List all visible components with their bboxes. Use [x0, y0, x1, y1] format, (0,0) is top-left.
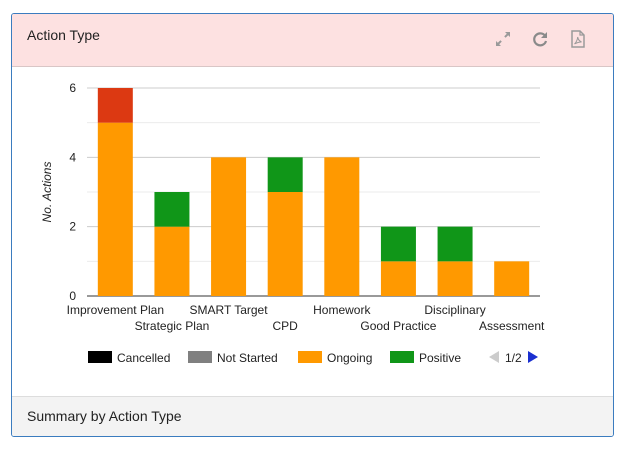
x-tick-label: Strategic Plan: [135, 319, 210, 333]
legend-label[interactable]: Positive: [419, 351, 461, 365]
legend-swatch[interactable]: [88, 351, 112, 363]
summary-link[interactable]: Summary by Action Type: [27, 408, 182, 424]
x-tick-label: Assessment: [479, 319, 545, 333]
expand-icon[interactable]: [492, 28, 514, 50]
bar-segment[interactable]: [211, 157, 247, 296]
y-axis-label: No. Actions: [40, 162, 54, 223]
x-tick-label: Good Practice: [360, 319, 436, 333]
legend-next-icon[interactable]: [528, 351, 538, 363]
legend-label[interactable]: Not Started: [217, 351, 278, 365]
x-tick-label: Improvement Plan: [67, 303, 164, 317]
y-tick-label: 6: [69, 81, 76, 95]
bar-segment[interactable]: [437, 226, 473, 262]
y-tick-label: 0: [69, 289, 76, 303]
legend-prev-icon[interactable]: [489, 351, 499, 363]
legend-label[interactable]: Cancelled: [117, 351, 170, 365]
bar-segment[interactable]: [97, 88, 133, 123]
bar-segment[interactable]: [494, 261, 530, 296]
legend-swatch[interactable]: [390, 351, 414, 363]
y-tick-label: 2: [69, 220, 76, 234]
bar-segment[interactable]: [97, 122, 133, 297]
x-tick-label: Disciplinary: [424, 303, 485, 317]
legend-swatch[interactable]: [188, 351, 212, 363]
bar-segment[interactable]: [154, 192, 190, 227]
bar-segment[interactable]: [437, 261, 473, 296]
bar-segment[interactable]: [380, 261, 416, 296]
legend-page-indicator: 1/2: [505, 351, 522, 365]
bar-segment[interactable]: [267, 192, 303, 296]
y-tick-label: 4: [69, 150, 76, 164]
bar-segment[interactable]: [324, 157, 360, 296]
pdf-icon[interactable]: [567, 28, 589, 50]
x-tick-label: CPD: [273, 319, 299, 333]
legend-label[interactable]: Ongoing: [327, 351, 372, 365]
panel-header: Action Type: [12, 14, 613, 67]
x-tick-label: SMART Target: [190, 303, 269, 317]
bar-segment[interactable]: [380, 226, 416, 262]
panel-footer: Summary by Action Type: [12, 396, 613, 436]
panel-title: Action Type: [27, 27, 100, 43]
refresh-icon[interactable]: [529, 28, 551, 50]
bar-segment[interactable]: [154, 226, 190, 296]
legend-swatch[interactable]: [298, 351, 322, 363]
bar-segment[interactable]: [267, 157, 303, 192]
x-tick-label: Homework: [313, 303, 371, 317]
